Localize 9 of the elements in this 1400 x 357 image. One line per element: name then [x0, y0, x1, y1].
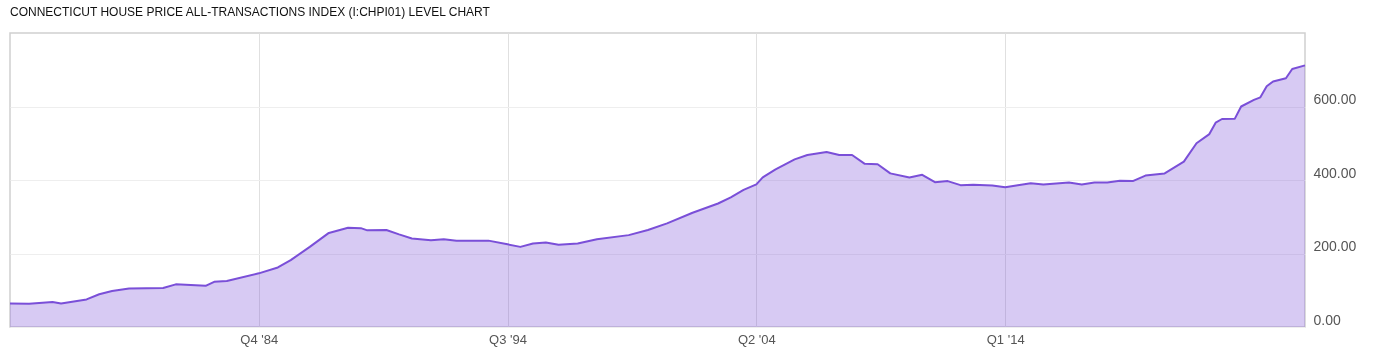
x-tick-label: Q2 '04: [737, 331, 776, 347]
y-tick-label: 200.00: [1313, 238, 1357, 254]
y-tick-label: 400.00: [1313, 164, 1357, 181]
x-tick-label: Q1 '14: [986, 331, 1025, 347]
chart-title: CONNECTICUT HOUSE PRICE ALL-TRANSACTIONS INDEX (I:CHPI01) LEVEL CHART: [10, 5, 491, 19]
y-tick-label: 0.00: [1313, 311, 1341, 328]
y-tick-label: 600.00: [1313, 91, 1357, 107]
x-tick-label: Q3 '94: [489, 331, 527, 347]
x-tick-label: Q4 '84: [240, 331, 279, 347]
